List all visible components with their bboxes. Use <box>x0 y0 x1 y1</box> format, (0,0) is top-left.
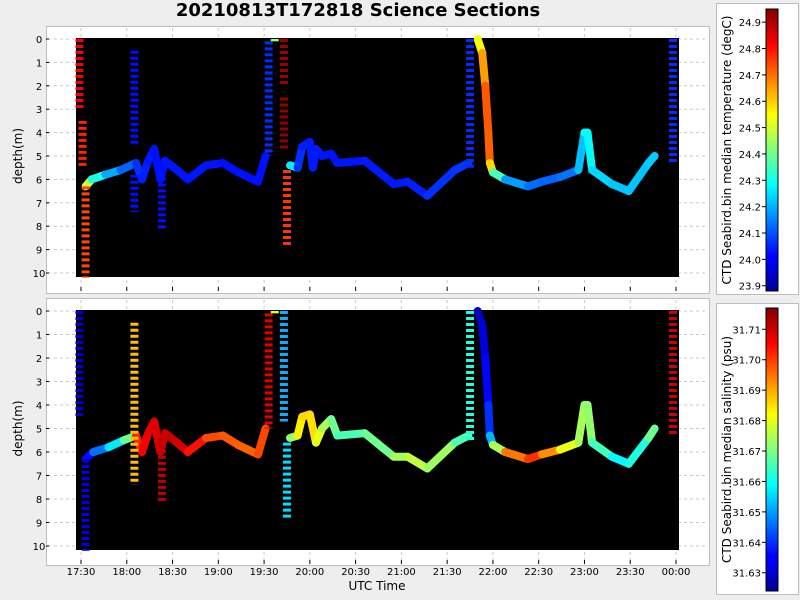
track-segment <box>450 159 473 175</box>
x-tick-label: 23:30 <box>616 567 645 578</box>
y-tick-label: 0 <box>36 307 42 318</box>
temperature-colorbar-panel <box>716 3 799 295</box>
colorbar-tick-label: 24.5 <box>739 124 761 135</box>
y-tick-label: 2 <box>36 354 42 365</box>
y-tick-label: 3 <box>36 378 42 389</box>
y-tick-label: 7 <box>36 199 42 210</box>
track-segment <box>481 354 493 409</box>
x-tick-label: 23:00 <box>570 567 599 578</box>
track-segment <box>450 431 473 447</box>
colorbar-tick-label: 24.6 <box>739 97 761 108</box>
track-segment <box>484 128 494 168</box>
y-axis-label: depth(m) <box>11 128 25 184</box>
colorbar-tick-label: 24.4 <box>739 150 761 161</box>
x-tick-label: 00:00 <box>662 567 691 578</box>
colorbar-tick-label: 31.63 <box>732 569 761 580</box>
track-segment <box>588 438 616 461</box>
x-tick-label: 17:30 <box>67 567 96 578</box>
x-tick-label: 18:30 <box>158 567 187 578</box>
y-tick-label: 2 <box>36 82 42 93</box>
x-tick-label: 20:00 <box>295 567 324 578</box>
y-tick-label: 9 <box>36 246 42 257</box>
colorbar-tick-label: 31.67 <box>732 447 761 458</box>
track-segment <box>403 177 432 200</box>
track-segment <box>624 433 653 468</box>
colorbar-tick-label: 31.66 <box>732 477 761 488</box>
x-axis-label: UTC Time <box>349 579 406 593</box>
y-tick-label: 1 <box>36 331 42 342</box>
track-segment <box>644 424 659 442</box>
x-tick-label: 22:00 <box>479 567 508 578</box>
track-segment <box>574 128 589 175</box>
colorbar-tick-label: 24.3 <box>739 176 761 187</box>
x-tick-label: 21:00 <box>387 567 416 578</box>
colorbar-tick-label: 31.65 <box>732 508 761 519</box>
track-segment <box>253 152 270 186</box>
colorbar-tick-label: 31.68 <box>732 417 761 428</box>
track-segment <box>360 429 398 461</box>
y-tick-label: 10 <box>33 269 46 280</box>
x-tick-label: 19:30 <box>250 567 279 578</box>
track-segment <box>481 81 493 137</box>
track-segment <box>253 424 270 459</box>
colorbar-tick-label: 24.7 <box>739 71 761 82</box>
x-tick-label: 20:30 <box>341 567 370 578</box>
colorbar-tick-label: 24.2 <box>739 203 761 214</box>
colorbar-tick-label: 24.8 <box>739 45 761 56</box>
y-tick-label: 1 <box>36 58 42 69</box>
y-tick-label: 6 <box>36 448 42 459</box>
track-segment <box>423 438 459 473</box>
colorbar-tick-label: 24.0 <box>739 255 761 266</box>
y-tick-label: 9 <box>36 519 42 530</box>
track-segment <box>360 156 398 189</box>
colorbar-label: CTD Seabird.bin median salinity (psu) <box>720 336 734 563</box>
track-segment <box>478 49 490 90</box>
x-tick-label: 19:00 <box>204 567 233 578</box>
y-axis-label: depth(m) <box>11 401 25 457</box>
track-segment <box>588 166 616 189</box>
y-tick-label: 3 <box>36 105 42 116</box>
colorbar-label: CTD Seabird.bin median temperature (degC… <box>720 16 734 285</box>
y-tick-label: 5 <box>36 425 42 436</box>
colorbar-tick-label: 31.71 <box>732 325 761 336</box>
x-tick-label: 21:30 <box>433 567 462 578</box>
colorbar-tick-label: 31.64 <box>732 538 761 549</box>
colorbar-tick-label: 24.9 <box>739 18 761 29</box>
track-segment <box>583 128 597 175</box>
y-tick-label: 5 <box>36 152 42 163</box>
colorbar-tick-label: 31.70 <box>732 356 761 367</box>
chart-title: 20210813T172818 Science Sections <box>175 0 541 21</box>
track-segment <box>644 152 659 168</box>
salinity-colorbar-panel <box>716 303 799 595</box>
colorbar <box>765 307 779 592</box>
x-tick-label: 18:00 <box>112 567 141 578</box>
y-tick-label: 0 <box>36 35 42 46</box>
x-tick-label: 22:30 <box>524 567 553 578</box>
track-segment <box>478 321 490 362</box>
y-tick-label: 8 <box>36 495 42 506</box>
track-segment <box>333 156 369 168</box>
track-segment <box>333 429 369 440</box>
y-tick-label: 10 <box>33 542 46 553</box>
colorbar <box>765 8 779 292</box>
y-tick-label: 6 <box>36 175 42 186</box>
colorbar-tick-label: 23.9 <box>739 282 761 293</box>
y-tick-label: 4 <box>36 401 42 412</box>
track-segment <box>624 159 653 196</box>
y-tick-label: 4 <box>36 129 42 140</box>
track-segment <box>484 401 494 440</box>
y-tick-label: 8 <box>36 222 42 233</box>
colorbar-tick-label: 24.1 <box>739 229 761 240</box>
colorbar-tick-label: 31.69 <box>732 386 761 397</box>
track-segment <box>574 401 589 447</box>
track-segment <box>583 401 597 447</box>
y-tick-label: 7 <box>36 472 42 483</box>
track-segment <box>423 166 459 200</box>
